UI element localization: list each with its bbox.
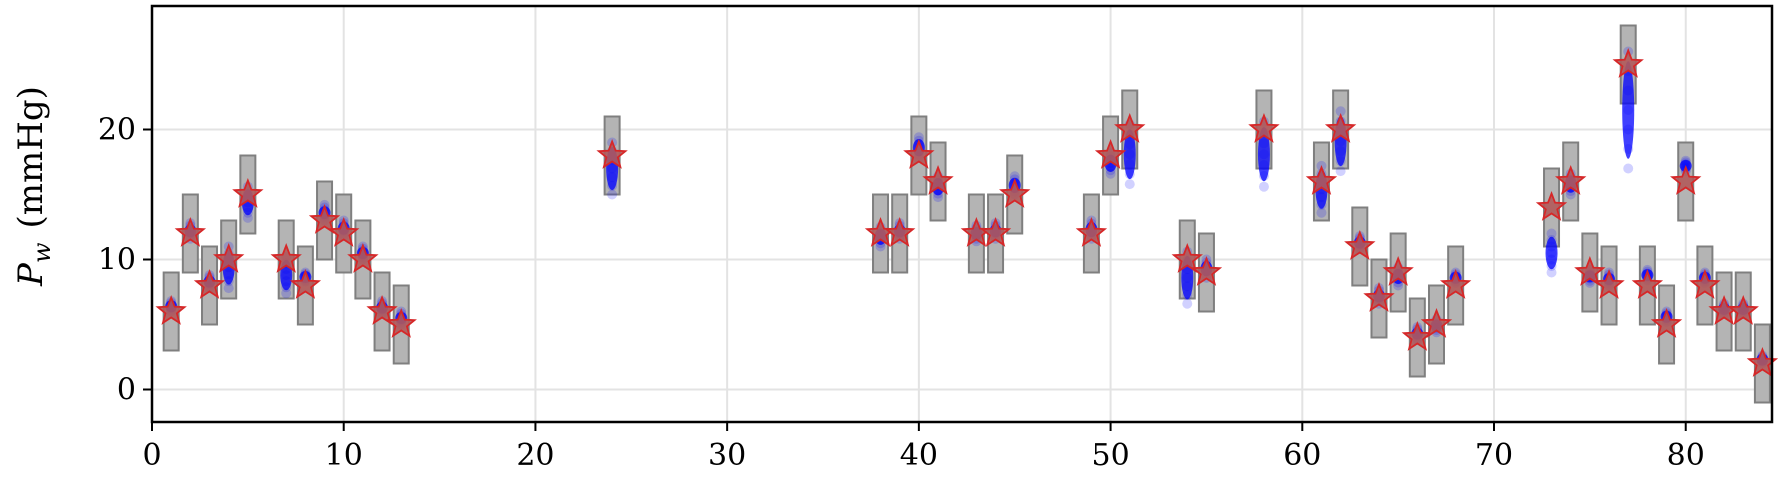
sample-point — [607, 189, 618, 200]
x-tick-label: 0 — [142, 438, 161, 473]
star-marker — [308, 203, 341, 234]
star-marker — [1593, 268, 1625, 299]
star-marker — [385, 307, 417, 338]
star-marker — [155, 294, 187, 325]
sample-cluster — [1257, 127, 1270, 182]
star-marker — [232, 177, 264, 208]
y-tick-label: 10 — [98, 243, 136, 278]
sample-point — [933, 192, 944, 203]
star-marker — [1114, 112, 1146, 143]
x-tick-label: 50 — [1091, 438, 1129, 473]
plot-frame — [150, 4, 1774, 424]
y-axis-label-symbol: P — [11, 262, 51, 287]
star-marker — [347, 242, 379, 273]
star-marker — [1305, 164, 1338, 195]
sample-point — [281, 288, 292, 299]
sample-point — [1546, 267, 1557, 278]
sample-point — [1335, 106, 1346, 117]
star-marker — [328, 216, 360, 247]
star-marker — [1650, 307, 1683, 338]
y-axis-label-unit: (mmHg) — [11, 86, 51, 228]
sample-point — [1316, 207, 1327, 218]
star-marker — [1439, 268, 1472, 299]
x-tick-label: 70 — [1475, 438, 1513, 473]
y-axis-label: Pw (mmHg) — [11, 86, 56, 287]
star-marker — [1670, 164, 1702, 195]
x-tick-label: 40 — [900, 438, 938, 473]
star-marker — [1171, 242, 1203, 273]
star-marker — [922, 164, 954, 195]
star-marker — [979, 216, 1012, 247]
star-marker — [1574, 255, 1606, 286]
sample-cluster — [1622, 61, 1635, 159]
sample-point — [223, 283, 234, 294]
star-marker — [883, 216, 916, 247]
x-tick-label: 10 — [325, 438, 363, 473]
sample-point — [1105, 168, 1116, 179]
sample-point — [1124, 179, 1135, 190]
star-marker — [1075, 216, 1108, 247]
star-marker — [270, 242, 302, 273]
star-marker — [999, 177, 1031, 208]
star-marker — [1554, 164, 1587, 195]
star-marker — [1420, 307, 1453, 338]
x-tick-label: 20 — [516, 438, 554, 473]
grid-lines — [151, 6, 1772, 422]
star-marker — [1535, 190, 1568, 221]
star-marker — [1727, 294, 1759, 325]
star-marker — [1094, 138, 1127, 169]
star-marker — [289, 268, 322, 299]
star-marker — [1382, 255, 1414, 286]
star-marker — [903, 138, 935, 169]
star-marker — [1689, 268, 1721, 299]
x-tick-label: 60 — [1283, 438, 1321, 473]
sample-point — [1546, 228, 1557, 239]
star-marker — [1631, 268, 1664, 299]
axis-ticks: 0 10 20 30 40 50 60 70 80 0 10 20 — [98, 113, 1705, 474]
y-axis-label-subscript: w — [28, 242, 56, 263]
star-marker — [1324, 112, 1357, 143]
interval-boxes — [162, 24, 1771, 404]
star-marker — [193, 268, 226, 299]
sample-point — [1565, 189, 1576, 200]
sample-point — [1623, 163, 1634, 174]
star-marker — [1363, 281, 1395, 312]
sample-point — [1335, 166, 1346, 177]
sample-point — [913, 132, 924, 143]
y-tick-label: 0 — [117, 373, 136, 408]
sample-cluster — [1545, 236, 1558, 270]
sample-point — [1182, 298, 1193, 309]
star-marker — [174, 216, 207, 247]
star-marker — [212, 242, 245, 273]
star-marker — [1401, 320, 1434, 351]
sample-cluster — [1123, 129, 1136, 180]
sample-point — [242, 212, 253, 223]
star-marker — [366, 294, 398, 325]
star-marker — [1612, 47, 1644, 78]
star-marker — [1344, 229, 1376, 260]
star-marker — [596, 138, 628, 169]
star-marker — [1190, 255, 1223, 286]
x-tick-label: 80 — [1667, 438, 1705, 473]
y-tick-label: 20 — [98, 113, 136, 148]
x-tick-label: 30 — [708, 438, 746, 473]
sample-point — [1258, 181, 1269, 192]
star-marker — [1248, 112, 1280, 143]
star-markers — [155, 47, 1779, 377]
